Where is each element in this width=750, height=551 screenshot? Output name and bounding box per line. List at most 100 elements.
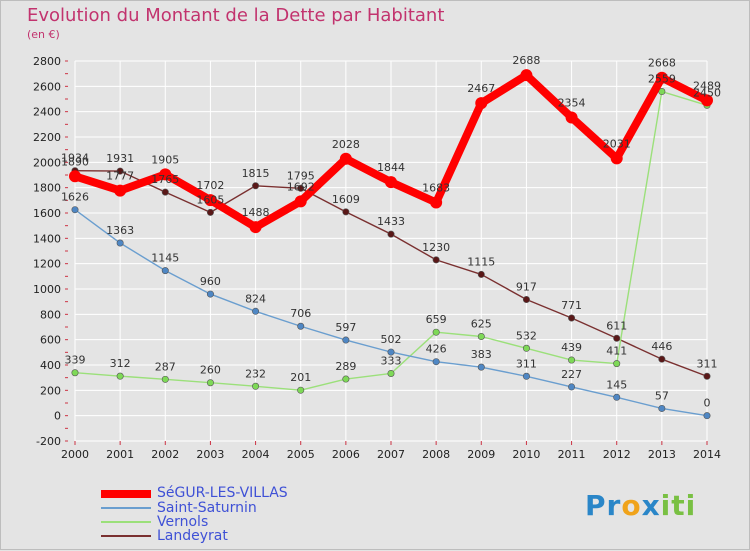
data-point: [475, 97, 488, 110]
x-tick-label: 2009: [467, 448, 495, 461]
x-tick-label: 2003: [196, 448, 224, 461]
data-label: 383: [471, 348, 492, 361]
data-point: [432, 256, 440, 264]
data-label: 625: [471, 318, 492, 331]
data-point: [116, 372, 124, 380]
x-tick-label: 2000: [61, 448, 89, 461]
data-label: 411: [606, 345, 627, 358]
y-tick-label: 1000: [33, 283, 61, 296]
legend-swatch-saint-saturnin: [101, 507, 151, 509]
data-point: [477, 332, 485, 340]
data-point: [252, 382, 260, 390]
data-label: 532: [516, 329, 537, 342]
data-label: 1692: [287, 180, 315, 193]
data-label: 0: [704, 397, 711, 410]
data-point: [477, 270, 485, 278]
axis-layer: -200 0 200 400 600 800 1000 1200 1400 1600 1800 200…: [33, 55, 721, 461]
data-label: 1433: [377, 215, 405, 228]
data-point: [432, 328, 440, 336]
data-point: [71, 369, 79, 377]
y-tick-label: 1600: [33, 207, 61, 220]
data-label: 1765: [151, 173, 179, 186]
y-tick-label: 800: [40, 308, 61, 321]
y-tick-label: 2600: [33, 80, 61, 93]
data-point: [703, 412, 711, 420]
x-tick-label: 2006: [332, 448, 360, 461]
data-label: 311: [516, 357, 537, 370]
data-label: 2489: [693, 79, 721, 92]
data-point: [430, 196, 443, 209]
data-label: 771: [561, 299, 582, 312]
x-tick-label: 2012: [603, 448, 631, 461]
data-label: 2354: [558, 96, 586, 109]
data-point: [658, 404, 666, 412]
x-tick-label: 2001: [106, 448, 134, 461]
data-label: 426: [426, 343, 447, 356]
data-label: 227: [561, 368, 582, 381]
data-label: 232: [245, 367, 266, 380]
data-label: 260: [200, 364, 221, 377]
y-tick-label: 1800: [33, 182, 61, 195]
data-label: 1115: [467, 255, 495, 268]
data-point: [116, 167, 124, 175]
y-tick-label: 2800: [33, 55, 61, 68]
data-label: 333: [381, 354, 402, 367]
data-label: 2450: [693, 86, 721, 99]
data-label: 1934: [61, 152, 89, 165]
data-label: 201: [290, 371, 311, 384]
data-point: [206, 290, 214, 298]
data-point: [116, 239, 124, 247]
data-point: [161, 375, 169, 383]
data-label: 1626: [61, 191, 89, 204]
data-label: 706: [290, 307, 311, 320]
x-tick-label: 2004: [242, 448, 270, 461]
data-point: [339, 152, 352, 165]
x-tick-label: 2007: [377, 448, 405, 461]
data-point: [520, 69, 533, 82]
data-label: 960: [200, 275, 221, 288]
data-point: [703, 372, 711, 380]
y-tick-label: 1200: [33, 258, 61, 271]
legend-item-segur: SéGUR-LES-VILLAS: [101, 485, 401, 501]
data-point: [613, 334, 621, 342]
data-point: [71, 206, 79, 214]
data-label: 1488: [242, 206, 270, 219]
x-tick-label: 2010: [512, 448, 540, 461]
y-tick-label: 2200: [33, 131, 61, 144]
data-point: [342, 375, 350, 383]
data-point: [252, 182, 260, 190]
grid-layer: [74, 60, 708, 442]
x-tick-label: 2014: [693, 448, 721, 461]
data-label: 1905: [151, 153, 179, 166]
data-point: [114, 184, 127, 197]
data-label: 824: [245, 292, 266, 305]
data-point: [252, 307, 260, 315]
data-label: 597: [335, 321, 356, 334]
data-point: [658, 355, 666, 363]
y-tick-label: 2000: [33, 156, 61, 169]
y-tick-label: 600: [40, 334, 61, 347]
data-label: 446: [651, 340, 672, 353]
data-point: [565, 111, 578, 124]
data-point: [522, 372, 530, 380]
data-point: [613, 360, 621, 368]
data-point: [655, 71, 668, 84]
data-point: [297, 386, 305, 394]
x-tick-label: 2008: [422, 448, 450, 461]
data-point: [701, 94, 713, 107]
legend-swatch-landeyrat: [101, 535, 151, 537]
data-label: 917: [516, 281, 537, 294]
data-point: [387, 369, 395, 377]
y-tick-label: -200: [36, 435, 61, 448]
data-label: 1844: [377, 161, 405, 174]
series-layer: [69, 69, 713, 420]
legend: SéGUR-LES-VILLAS Saint-Saturnin Vernols …: [101, 485, 401, 547]
chart-title: Evolution du Montant de la Dette par Hab…: [27, 5, 445, 26]
data-point: [249, 221, 262, 234]
data-point: [206, 379, 214, 387]
data-label: 1815: [242, 167, 270, 180]
data-label: 2688: [512, 54, 540, 67]
data-point: [613, 393, 621, 401]
